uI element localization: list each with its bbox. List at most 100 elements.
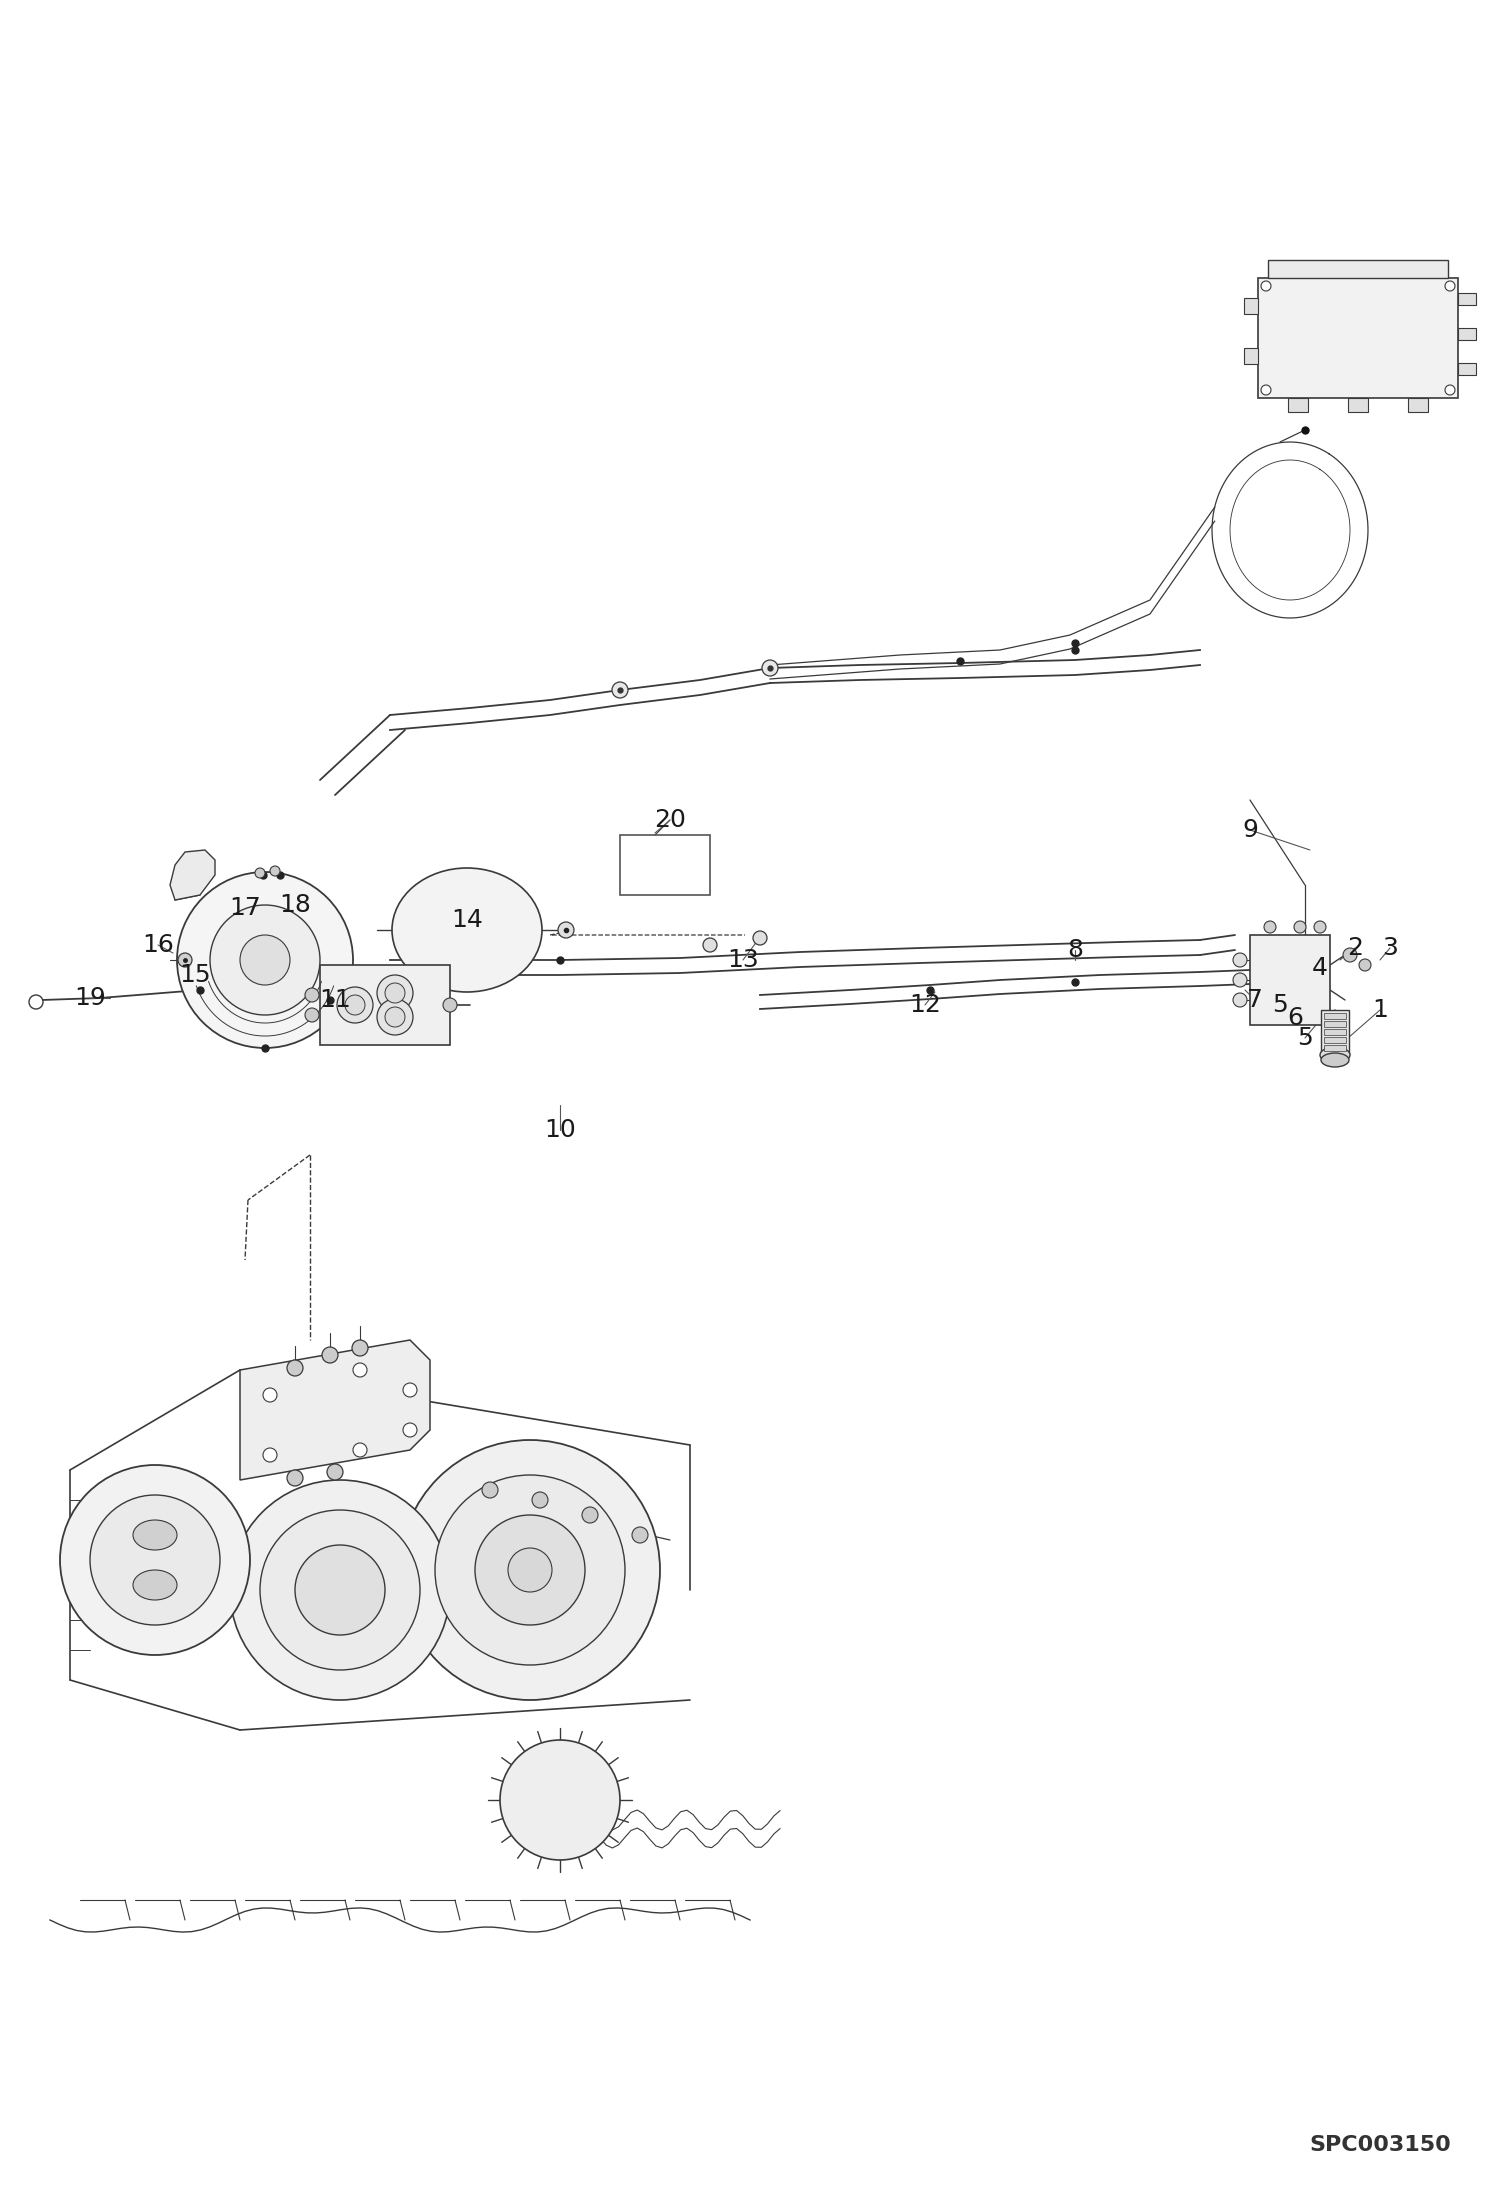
Text: 15: 15	[180, 963, 211, 987]
Circle shape	[703, 939, 718, 952]
Circle shape	[403, 1424, 416, 1437]
Circle shape	[500, 1740, 620, 1861]
Circle shape	[434, 1474, 625, 1665]
Polygon shape	[169, 849, 216, 900]
Text: 12: 12	[909, 994, 941, 1018]
Bar	[1243, 349, 1258, 364]
Circle shape	[1233, 994, 1246, 1007]
Circle shape	[762, 660, 777, 676]
Bar	[1243, 298, 1258, 314]
Circle shape	[482, 1481, 497, 1499]
Text: 17: 17	[229, 895, 261, 919]
Bar	[321, 965, 449, 1044]
Circle shape	[210, 904, 321, 1016]
Circle shape	[295, 1545, 385, 1635]
Ellipse shape	[133, 1520, 177, 1549]
Bar	[1348, 397, 1368, 412]
Ellipse shape	[1320, 1047, 1350, 1064]
Circle shape	[377, 998, 413, 1036]
Circle shape	[264, 1389, 277, 1402]
Circle shape	[508, 1549, 551, 1593]
Circle shape	[354, 1362, 367, 1378]
Circle shape	[352, 1341, 369, 1356]
Bar	[1324, 1020, 1347, 1027]
Circle shape	[60, 1466, 250, 1654]
Circle shape	[270, 867, 280, 875]
Circle shape	[557, 921, 574, 939]
Circle shape	[345, 996, 366, 1016]
Circle shape	[1314, 921, 1326, 932]
Bar	[1458, 362, 1476, 375]
Text: SPC003150: SPC003150	[1309, 2135, 1452, 2155]
Circle shape	[306, 1007, 319, 1022]
Circle shape	[475, 1516, 586, 1626]
Polygon shape	[240, 1341, 430, 1481]
Circle shape	[322, 1347, 339, 1362]
Text: 13: 13	[727, 948, 759, 972]
Bar	[1324, 1029, 1347, 1036]
Circle shape	[177, 871, 354, 1049]
Bar	[1267, 261, 1449, 279]
Circle shape	[327, 1463, 343, 1481]
Text: 20: 20	[655, 807, 686, 832]
Circle shape	[354, 1444, 367, 1457]
Circle shape	[28, 996, 43, 1009]
Bar	[1324, 1044, 1347, 1051]
Circle shape	[288, 1360, 303, 1376]
Text: 5: 5	[1272, 994, 1288, 1018]
Circle shape	[1233, 952, 1246, 968]
Circle shape	[90, 1494, 220, 1626]
Bar	[1249, 935, 1330, 1025]
Circle shape	[613, 682, 628, 698]
Circle shape	[443, 998, 457, 1011]
Circle shape	[1264, 921, 1276, 932]
Text: 16: 16	[142, 932, 174, 957]
Text: 2: 2	[1347, 937, 1363, 961]
Circle shape	[403, 1382, 416, 1398]
Circle shape	[337, 987, 373, 1022]
Circle shape	[231, 1481, 449, 1700]
Circle shape	[753, 930, 767, 946]
Circle shape	[632, 1527, 649, 1542]
Text: 10: 10	[544, 1119, 575, 1143]
Circle shape	[264, 1448, 277, 1461]
Text: 6: 6	[1287, 1007, 1303, 1029]
Circle shape	[261, 1509, 419, 1670]
Circle shape	[400, 1439, 661, 1700]
Text: 19: 19	[73, 985, 106, 1009]
Text: 8: 8	[1067, 939, 1083, 961]
Circle shape	[532, 1492, 548, 1507]
Circle shape	[1359, 959, 1371, 972]
Circle shape	[1344, 948, 1357, 961]
Ellipse shape	[392, 869, 542, 992]
Bar	[1324, 1038, 1347, 1042]
Text: 3: 3	[1383, 937, 1398, 961]
Text: 1: 1	[1372, 998, 1389, 1022]
Text: 14: 14	[451, 908, 482, 932]
Circle shape	[255, 869, 265, 878]
Circle shape	[1233, 972, 1246, 987]
Circle shape	[1446, 281, 1455, 292]
Circle shape	[1261, 384, 1270, 395]
Bar	[1258, 279, 1458, 397]
Circle shape	[385, 1007, 404, 1027]
Circle shape	[377, 974, 413, 1011]
Circle shape	[240, 935, 291, 985]
Circle shape	[1446, 384, 1455, 395]
Bar	[1324, 1014, 1347, 1018]
Bar	[1458, 294, 1476, 305]
Bar	[1321, 1009, 1350, 1055]
Ellipse shape	[1321, 1053, 1350, 1066]
Bar	[1458, 327, 1476, 340]
Circle shape	[583, 1507, 598, 1523]
Ellipse shape	[133, 1571, 177, 1599]
Circle shape	[178, 952, 192, 968]
Circle shape	[385, 983, 404, 1003]
Text: 9: 9	[1242, 818, 1258, 842]
Circle shape	[1294, 921, 1306, 932]
Bar	[620, 836, 710, 895]
Text: 5: 5	[1297, 1027, 1312, 1051]
Bar	[1408, 397, 1428, 412]
Text: 7: 7	[1246, 987, 1263, 1011]
Text: 4: 4	[1312, 957, 1329, 981]
